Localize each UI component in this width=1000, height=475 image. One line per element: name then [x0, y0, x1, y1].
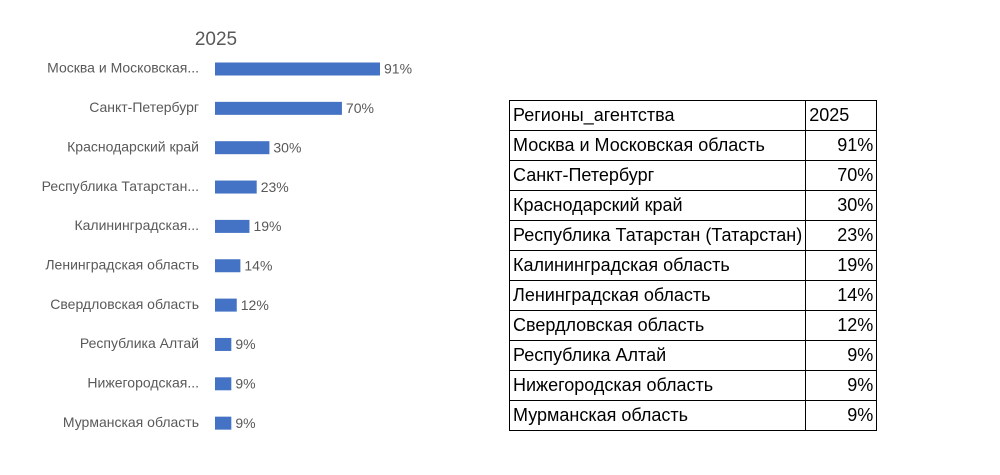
table-cell: 9%	[805, 370, 878, 401]
y-tick-label: Калининградская...	[74, 217, 199, 233]
data-label: 30%	[273, 139, 301, 155]
data-table: Регионы_агентства 2025 Москва и Московская…	[508, 100, 878, 431]
table-cell: Нижегородская область	[508, 370, 807, 401]
table-cell: Санкт-Петербург	[508, 160, 807, 191]
table-cell: Ленинградская область	[508, 280, 807, 311]
table-cell: 91%	[805, 130, 878, 161]
data-label: 70%	[346, 100, 374, 116]
chart: 2025 Москва и Московская... 91% Санкт-Пете…	[42, 29, 412, 431]
data-label: 9%	[235, 415, 255, 431]
y-tick-label: Мурманская область	[63, 414, 199, 430]
table-row: Калининградская область 19%	[508, 250, 878, 281]
y-tick-label: Республика Алтай	[80, 335, 199, 351]
bar	[215, 141, 270, 155]
bar	[215, 298, 237, 312]
data-label: 23%	[261, 179, 289, 195]
y-tick-label: Санкт-Петербург	[89, 99, 199, 115]
table-cell: Республика Татарстан (Татарстан)	[508, 220, 807, 251]
table-cell: Свердловская область	[508, 310, 807, 341]
y-tick-label: Краснодарский край	[67, 138, 199, 154]
y-tick-label: Республика Татарстан...	[42, 178, 199, 194]
table-cell: Регионы_агентства	[508, 100, 807, 131]
table-cell: 19%	[805, 250, 878, 281]
bar	[215, 180, 257, 194]
table-cell: Калининградская область	[508, 250, 807, 281]
data-label: 9%	[235, 376, 255, 392]
data-label: 91%	[384, 61, 412, 77]
data-label: 9%	[235, 336, 255, 352]
table-cell: Мурманская область	[508, 400, 807, 431]
table-cell: Краснодарский край	[508, 190, 807, 221]
table-cell: 2025	[805, 100, 878, 131]
y-tick-label: Нижегородская...	[87, 375, 199, 391]
bar	[215, 337, 232, 351]
table-cell: 14%	[805, 280, 878, 311]
table-row: Ленинградская область 14%	[508, 280, 878, 311]
y-tick-label: Свердловская область	[50, 296, 199, 312]
table-body: Регионы_агентства 2025 Москва и Московская…	[508, 100, 878, 431]
table-row: Регионы_агентства 2025	[508, 100, 878, 131]
bar	[215, 416, 232, 430]
table-cell: 9%	[805, 400, 878, 431]
bar	[215, 101, 342, 115]
table-row: Республика Алтай 9%	[508, 340, 878, 371]
table-row: Москва и Московская область 91%	[508, 130, 878, 161]
bar	[215, 377, 232, 391]
bar	[215, 259, 241, 273]
table-cell: 30%	[805, 190, 878, 221]
table-row: Нижегородская область 9%	[508, 370, 878, 401]
table-row: Краснодарский край 30%	[508, 190, 878, 221]
data-label: 12%	[241, 297, 269, 313]
table-cell: Москва и Московская область	[508, 130, 807, 161]
table-cell: 12%	[805, 310, 878, 341]
data-label: 19%	[253, 218, 281, 234]
table-row: Санкт-Петербург 70%	[508, 160, 878, 191]
chart-title: 2025	[195, 29, 237, 50]
table-cell: 70%	[805, 160, 878, 191]
table-cell: 9%	[805, 340, 878, 371]
y-tick-label: Ленинградская область	[45, 256, 199, 272]
table-cell: 23%	[805, 220, 878, 251]
table-row: Республика Татарстан (Татарстан) 23%	[508, 220, 878, 251]
data-label: 14%	[244, 257, 272, 273]
bar	[215, 62, 380, 76]
table-row: Свердловская область 12%	[508, 310, 878, 341]
y-tick-label: Москва и Московская...	[47, 60, 199, 76]
bar	[215, 219, 250, 233]
table-cell: Республика Алтай	[508, 340, 807, 371]
table-row: Мурманская область 9%	[508, 400, 878, 431]
